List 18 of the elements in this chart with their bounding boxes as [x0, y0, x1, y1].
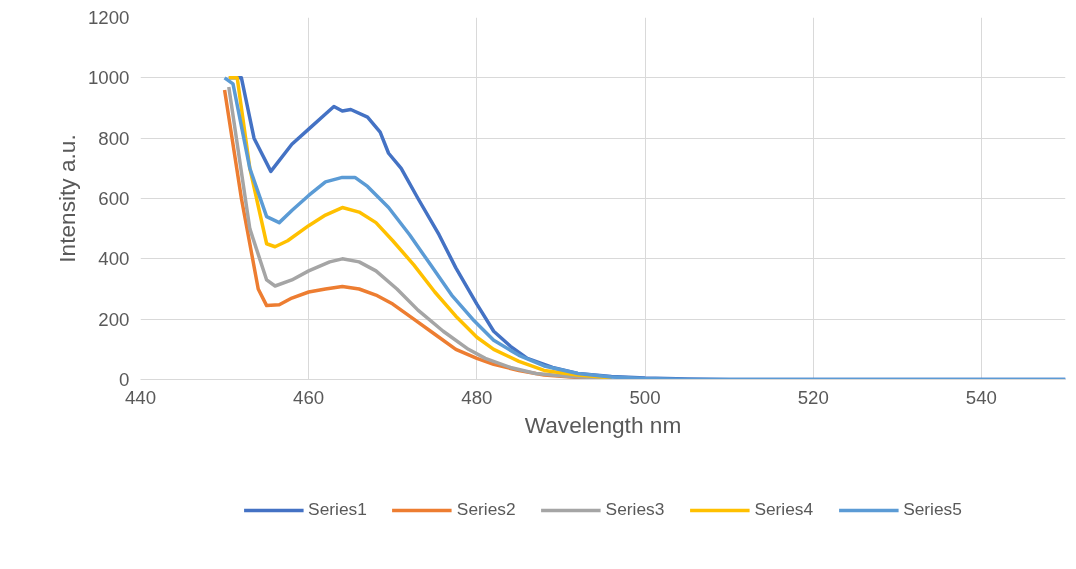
x-tick-label: 460	[293, 386, 325, 408]
legend-label: Series3	[605, 499, 665, 520]
x-tick-label: 520	[797, 386, 829, 408]
y-tick-label: 400	[98, 248, 130, 270]
x-tick-label: 480	[461, 386, 493, 408]
legend-label: Series5	[903, 499, 962, 520]
legend-label: Series2	[456, 499, 516, 520]
y-axis-title: Intensity a.u.	[54, 134, 80, 263]
y-tick-label: 600	[98, 188, 130, 209]
x-axis-title: Wavelength nm	[524, 411, 682, 438]
y-tick-label: 200	[98, 308, 130, 330]
y-tick-label: 800	[98, 127, 130, 149]
x-tick-label: 500	[629, 386, 661, 408]
y-tick-label: 1000	[88, 67, 130, 89]
legend-label: Series4	[754, 499, 814, 520]
x-tick-label: 540	[965, 386, 997, 408]
legend-label: Series1	[308, 499, 367, 520]
y-tick-label: 1200	[88, 7, 130, 28]
